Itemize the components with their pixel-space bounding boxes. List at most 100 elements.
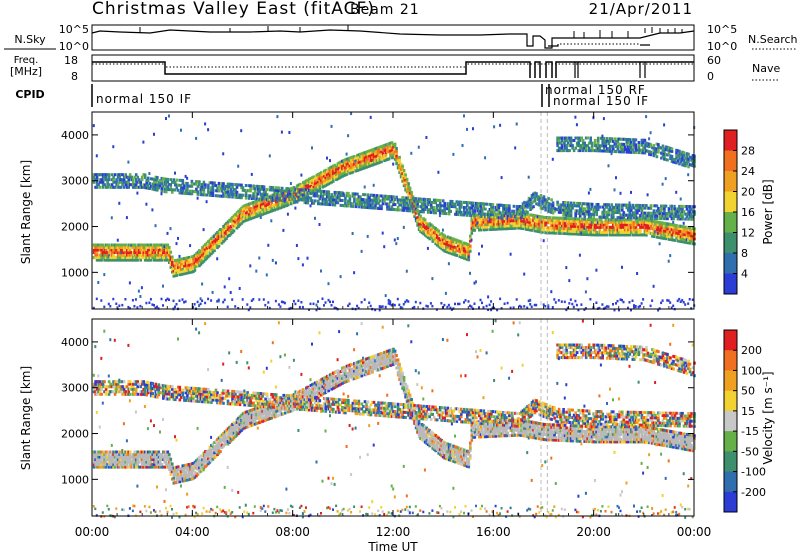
- range-cell: [172, 267, 176, 270]
- range-cell: [478, 223, 481, 227]
- range-cell: [366, 152, 370, 156]
- range-cell: [557, 224, 561, 228]
- range-cell: [660, 226, 663, 230]
- range-cell: [202, 257, 206, 261]
- range-cell: [327, 192, 331, 196]
- date-label: 21/Apr/2011: [589, 0, 693, 18]
- range-cell: [235, 216, 239, 220]
- range-cell: [454, 238, 457, 242]
- freq-label: Freq.: [14, 55, 39, 66]
- range-cell: [244, 191, 248, 195]
- range-cell: [593, 149, 597, 153]
- near-range-cell: [103, 305, 106, 309]
- scatter-cell: [327, 282, 330, 286]
- range-cell: [207, 191, 210, 195]
- range-cell: [437, 242, 440, 246]
- range-cell: [633, 230, 636, 234]
- range-cell: [94, 248, 97, 252]
- range-cell: [137, 178, 141, 182]
- range-cell: [593, 220, 597, 224]
- near-range-cell: [128, 307, 131, 310]
- range-cell: [190, 255, 194, 259]
- range-cell: [118, 251, 121, 254]
- near-range-cell: [604, 306, 607, 309]
- range-cell: [100, 173, 103, 177]
- range-cell: [685, 231, 689, 234]
- near-range-cell: [312, 302, 315, 306]
- range-cell: [581, 146, 585, 150]
- range-cell: [112, 253, 115, 257]
- range-cell: [95, 178, 99, 182]
- range-cell: [667, 237, 671, 241]
- near-range-cell: [481, 301, 483, 305]
- range-cell: [569, 139, 573, 142]
- range-cell: [538, 225, 541, 229]
- range-cell: [339, 203, 343, 207]
- range-cell: [405, 185, 409, 189]
- range-cell: [615, 223, 618, 227]
- range-cell: [229, 227, 233, 231]
- range-cell: [305, 179, 308, 183]
- range-cell: [640, 223, 644, 227]
- range-cell: [327, 169, 331, 173]
- range-cell: [463, 249, 466, 253]
- range-cell: [163, 182, 167, 186]
- range-cell: [682, 158, 686, 162]
- range-cell: [592, 207, 595, 211]
- scatter-cell: [444, 291, 447, 295]
- range-cell: [654, 147, 657, 151]
- range-cell: [648, 219, 651, 223]
- range-cell: [315, 173, 319, 177]
- range-cell: [547, 221, 550, 225]
- range-cell: [291, 199, 294, 203]
- range-cell: [125, 180, 129, 184]
- range-cell: [338, 196, 341, 200]
- near-range-cell: [580, 303, 583, 306]
- range-cell: [398, 165, 401, 169]
- range-cell: [637, 220, 641, 224]
- range-cell: [633, 211, 636, 215]
- range-cell: [289, 192, 293, 196]
- range-cell: [205, 251, 209, 255]
- range-cell: [670, 204, 674, 208]
- range-cell: [255, 184, 258, 188]
- range-cell: [450, 200, 454, 203]
- range-cell: [134, 251, 138, 254]
- range-cell: [610, 210, 614, 214]
- range-cell: [601, 205, 604, 209]
- range-cell: [604, 225, 608, 229]
- range-cell: [336, 162, 340, 166]
- range-cell: [350, 204, 353, 208]
- range-cell: [414, 219, 418, 223]
- range-cell: [97, 246, 100, 249]
- range-cell: [100, 256, 103, 260]
- range-cell: [464, 252, 468, 256]
- scatter-cell: [142, 140, 145, 144]
- range-cell: [247, 202, 251, 206]
- range-cell: [566, 219, 570, 223]
- range-cell: [353, 155, 356, 158]
- range-cell: [476, 202, 480, 205]
- range-cell: [444, 237, 448, 241]
- range-cell: [100, 387, 103, 391]
- range-cell: [624, 148, 627, 151]
- range-cell: [303, 188, 307, 192]
- range-cell: [140, 175, 144, 179]
- near-range-cell: [523, 305, 526, 308]
- range-cell: [253, 200, 257, 204]
- range-cell: [664, 204, 668, 208]
- range-cell: [583, 212, 586, 216]
- range-cell: [511, 211, 514, 215]
- range-cell: [568, 203, 571, 207]
- range-cell: [359, 162, 362, 166]
- range-cell: [434, 208, 437, 212]
- range-cell: [156, 188, 159, 192]
- near-range-cell: [687, 302, 690, 305]
- near-range-cell: [136, 306, 139, 309]
- range-cell: [306, 181, 310, 185]
- range-cell: [103, 258, 106, 262]
- range-cell: [109, 256, 112, 260]
- range-cell: [308, 185, 311, 189]
- range-cell: [354, 162, 358, 165]
- range-cell: [458, 242, 462, 246]
